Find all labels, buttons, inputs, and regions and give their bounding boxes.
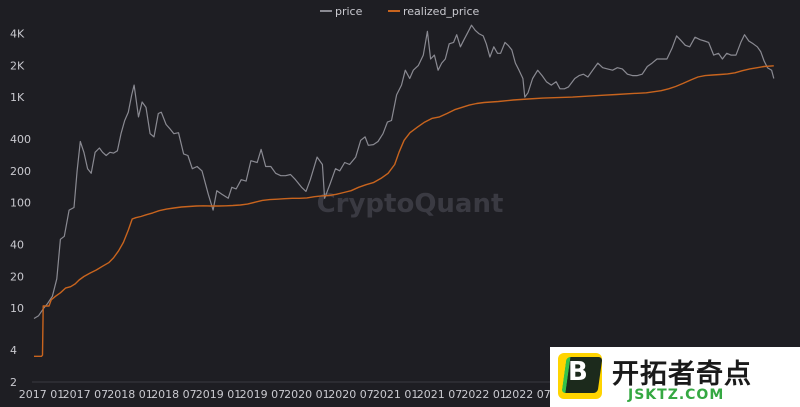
y-tick-label: 4: [10, 344, 17, 357]
legend-item-price[interactable]: price: [320, 5, 363, 18]
series-line-price: [33, 24, 775, 320]
x-tick-label: 2018 01: [107, 388, 153, 401]
y-tick-label: 20: [10, 270, 24, 283]
logo-title: 开拓者奇点: [612, 359, 752, 390]
brand-logo: B 开拓者奇点 JSKTZ.COM: [550, 347, 800, 407]
y-tick-label: 2: [10, 376, 17, 389]
y-tick-label: 4K: [10, 28, 25, 41]
y-tick-label: 40: [10, 239, 24, 252]
watermark-text: CryptoQuant: [317, 189, 504, 219]
logo-url: JSKTZ.COM: [628, 387, 725, 403]
logo-mark-icon: B: [558, 353, 603, 399]
legend[interactable]: price realized_price: [320, 5, 480, 18]
y-axis: 2 4 10 20 40 100 200 400 1K 2K 4K: [10, 28, 31, 389]
y-tick-label: 400: [10, 133, 31, 146]
y-tick-label: 2K: [10, 59, 25, 72]
x-tick-label: 2022 07: [505, 388, 551, 401]
series-line-realized-price: [34, 65, 774, 357]
y-tick-label: 10: [10, 302, 24, 315]
x-tick-label: 2020 07: [328, 388, 374, 401]
x-tick-label: 2019 01: [196, 388, 242, 401]
x-tick-label: 2021 01: [373, 388, 419, 401]
legend-label: price: [335, 5, 363, 18]
logo-letter: B: [568, 357, 588, 387]
x-tick-label: 2017 07: [63, 388, 109, 401]
x-tick-label: 2018 07: [151, 388, 197, 401]
x-tick-label: 2017 01: [19, 388, 65, 401]
legend-item-realized-price[interactable]: realized_price: [388, 5, 480, 18]
y-tick-label: 200: [10, 165, 31, 178]
y-tick-label: 1K: [10, 91, 25, 104]
x-tick-label: 2022 01: [461, 388, 507, 401]
x-tick-label: 2019 07: [240, 388, 286, 401]
y-tick-label: 100: [10, 197, 31, 210]
x-tick-label: 2020 01: [284, 388, 330, 401]
x-tick-label: 2021 07: [417, 388, 463, 401]
legend-label: realized_price: [403, 5, 480, 18]
series-layer: [33, 24, 775, 357]
